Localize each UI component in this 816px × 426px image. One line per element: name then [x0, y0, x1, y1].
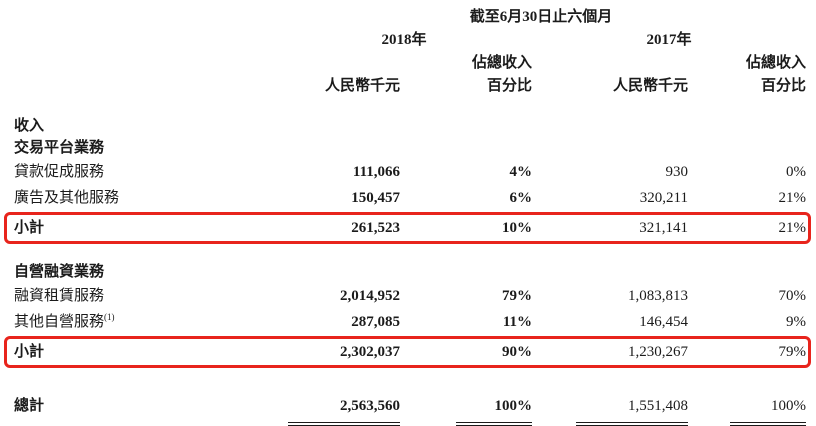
- row-label: 貸款促成服務: [14, 164, 105, 180]
- cell-p2017: [688, 115, 806, 137]
- double-underline-value: 100%: [456, 393, 532, 426]
- cell-p2018: 90%: [502, 344, 532, 360]
- period-header-row: 截至6月30日止六個月: [14, 6, 806, 29]
- table-row: 貸款促成服務 111,066 4% 930 0%: [14, 159, 806, 185]
- cell-p2018: 10%: [502, 220, 532, 236]
- table-row: 小計 2,302,037 90% 1,230,267 79%: [4, 336, 811, 368]
- cell-p2018: 4%: [509, 164, 533, 180]
- cell-v2018: 150,457: [351, 190, 400, 206]
- year-header-row: 2018年 2017年: [14, 29, 806, 52]
- cell-p2017: 21%: [778, 190, 807, 206]
- cell-p2017: 70%: [778, 288, 807, 304]
- table-row: 自營融資業務: [14, 261, 806, 283]
- double-underline-value: 100%: [730, 393, 806, 426]
- cell-v2018: 2,302,037: [340, 344, 400, 360]
- cell-v2018: 111,066: [352, 164, 400, 180]
- row-spacer: [14, 245, 806, 261]
- cell-v2017: [532, 261, 688, 283]
- pct-header-2017-line2: 百分比: [760, 78, 806, 94]
- rmb-header-2017: 人民幣千元: [612, 78, 688, 94]
- rmb-header-2018: 人民幣千元: [324, 78, 400, 94]
- cell-p2018: 100%: [400, 393, 532, 426]
- row-label: 總計: [14, 398, 45, 414]
- cell-v2017: 1,083,813: [628, 288, 688, 304]
- table-row: 交易平台業務: [14, 137, 806, 159]
- row-spacer: [14, 369, 806, 391]
- table-row: 總計 2,563,560 100% 1,551,408 100%: [14, 393, 806, 426]
- cell-p2018: [400, 261, 532, 283]
- cell-p2017: 9%: [786, 314, 806, 330]
- period-header: 截至6月30日止六個月: [469, 9, 613, 25]
- cell-v2017: 146,454: [639, 314, 688, 330]
- cell-v2017: 930: [665, 164, 689, 180]
- cell-p2018: 6%: [509, 190, 533, 206]
- cell-v2017: 321,141: [639, 220, 688, 236]
- cell-p2017: 100%: [688, 393, 806, 426]
- pct-header-2018-line2: 百分比: [486, 78, 532, 94]
- pct-header-row-1: 佔總收入 佔總收入: [14, 52, 806, 75]
- cell-p2017: [688, 137, 806, 159]
- table-row: 小計 261,523 10% 321,141 21%: [4, 212, 811, 244]
- row-label: 收入: [14, 118, 45, 134]
- pct-header-2017-line1: 佔總收入: [745, 55, 806, 71]
- table-row: 廣告及其他服務 150,457 6% 320,211 21%: [14, 185, 806, 211]
- cell-v2018: [276, 115, 400, 137]
- cell-v2017: [532, 115, 688, 137]
- cell-v2018: 2,563,560: [276, 393, 400, 426]
- row-label: 交易平台業務: [14, 140, 105, 156]
- cell-v2017: 320,211: [639, 190, 688, 206]
- table-row: 收入: [14, 115, 806, 137]
- cell-p2017: 79%: [778, 344, 807, 360]
- double-underline-value: 1,551,408: [576, 393, 688, 426]
- cell-v2017: 1,551,408: [532, 393, 688, 426]
- row-label: 融資租賃服務: [14, 288, 105, 304]
- cell-v2018: 2,014,952: [340, 288, 400, 304]
- cell-v2018: [276, 261, 400, 283]
- pct-header-2018-line1: 佔總收入: [471, 55, 532, 71]
- footnote-marker: (1): [104, 312, 115, 322]
- cell-p2018: 11%: [502, 314, 532, 330]
- row-label: 小計: [14, 220, 45, 236]
- row-label: 小計: [14, 344, 45, 360]
- cell-v2017: 1,230,267: [628, 344, 688, 360]
- table-header: 截至6月30日止六個月 2018年 2017年 佔總收入 佔總收入 人民幣千元 …: [14, 6, 806, 98]
- cell-v2018: 261,523: [351, 220, 400, 236]
- double-underline-value: 2,563,560: [288, 393, 400, 426]
- row-label: 自營融資業務: [14, 264, 105, 280]
- cell-p2017: [688, 261, 806, 283]
- cell-p2017: 0%: [786, 164, 806, 180]
- cell-p2017: 21%: [778, 220, 807, 236]
- cell-v2018: 287,085: [351, 314, 400, 330]
- cell-p2018: 79%: [502, 288, 532, 304]
- cell-p2018: [400, 115, 532, 137]
- table-body: 收入交易平台業務 貸款促成服務 111,066 4% 930 0% 廣告及其他服務 150,4…: [4, 115, 811, 426]
- year-header-2017: 2017年: [646, 32, 692, 48]
- row-label: 廣告及其他服務: [14, 190, 120, 206]
- unit-header-row: 人民幣千元 百分比 人民幣千元 百分比: [14, 75, 806, 98]
- table-row: 融資租賃服務 2,014,952 79% 1,083,813 70%: [14, 283, 806, 309]
- cell-v2017: [532, 137, 688, 159]
- cell-v2018: [276, 137, 400, 159]
- table-row: 其他自營服務(1) 287,085 11% 146,454 9%: [14, 309, 806, 335]
- year-header-2018: 2018年: [381, 32, 427, 48]
- cell-p2018: [400, 137, 532, 159]
- row-label: 其他自營服務(1): [14, 312, 115, 331]
